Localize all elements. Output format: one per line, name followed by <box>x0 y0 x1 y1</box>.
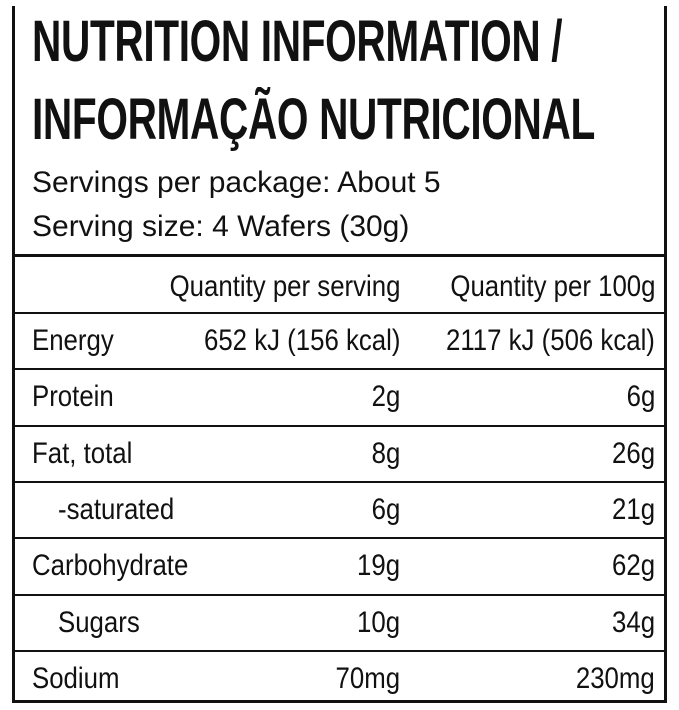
column-header: Quantity per serving <box>169 270 400 303</box>
title-line: NUTRITION INFORMATION / <box>32 9 563 74</box>
row-rule <box>14 649 665 652</box>
servings-per-package: Servings per package: About 5 <box>32 166 441 199</box>
nutrient-name: Sodium <box>32 661 120 695</box>
nutrient-value: 62g <box>611 549 655 583</box>
nutrient-name: -saturated <box>58 492 175 526</box>
nutrient-name: Protein <box>32 380 114 414</box>
nutrient-value: 19g <box>356 549 400 583</box>
nutrient-value: 34g <box>611 605 655 639</box>
nutrient-value: 8g <box>371 436 400 470</box>
column-header: Quantity per 100g <box>449 270 655 303</box>
border <box>12 6 667 703</box>
nutrient-value: 21g <box>611 492 655 526</box>
row-rule <box>14 312 665 314</box>
title-line: INFORMAÇÃO NUTRICIONAL <box>32 87 595 152</box>
serving-size: Serving size: 4 Wafers (30g) <box>32 210 410 243</box>
row-rule <box>14 480 665 483</box>
row-rule <box>14 424 665 427</box>
nutrient-value: 652 kJ (156 kcal) <box>203 324 400 357</box>
nutrient-name: Carbohydrate <box>32 549 189 583</box>
nutrient-value: 6g <box>626 380 655 414</box>
nutrient-value: 70mg <box>335 661 400 695</box>
thick-rule <box>14 254 665 257</box>
nutrient-name: Fat, total <box>32 436 133 470</box>
nutrient-name: Sugars <box>58 605 140 639</box>
nutrient-value: 6g <box>371 492 400 526</box>
row-rule <box>14 537 665 540</box>
row-rule <box>14 368 665 371</box>
row-rule <box>14 593 665 596</box>
nutrient-value: 2g <box>371 380 400 414</box>
nutrient-value: 10g <box>356 605 400 639</box>
nutrient-value: 230mg <box>576 661 655 695</box>
nutrient-name: Energy <box>32 324 114 357</box>
nutrient-value: 2117 kJ (506 kcal) <box>446 324 655 357</box>
nutrient-value: 26g <box>611 436 655 470</box>
